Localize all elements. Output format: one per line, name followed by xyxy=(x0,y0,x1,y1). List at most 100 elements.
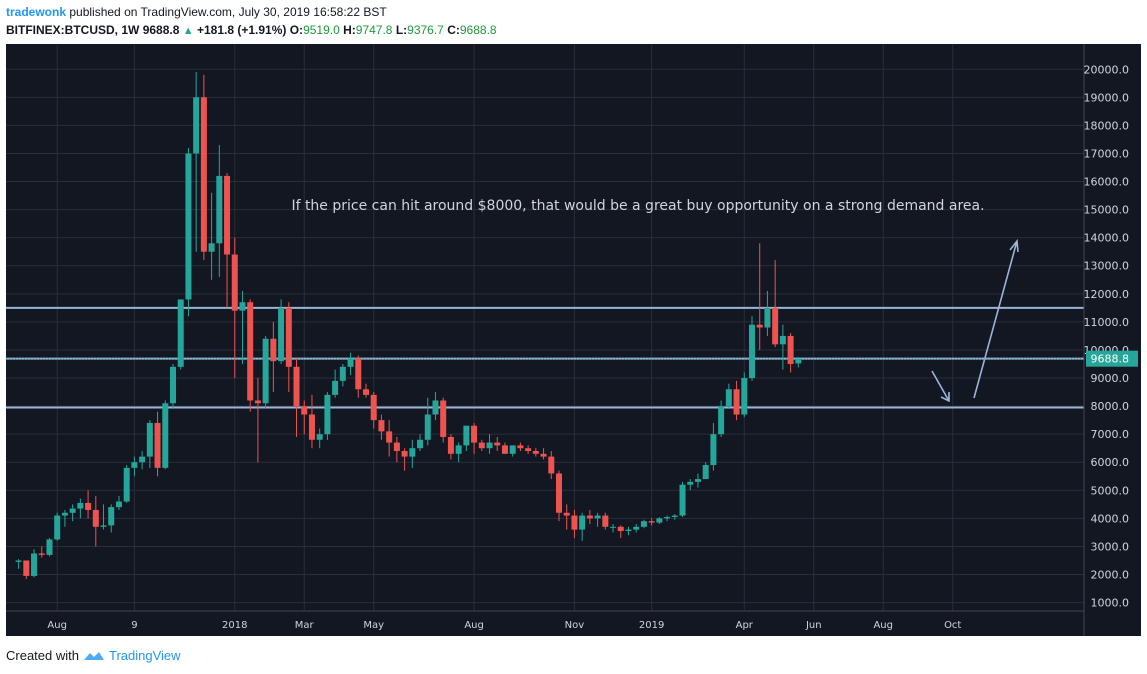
candle xyxy=(224,173,231,308)
candle xyxy=(61,509,68,527)
candle xyxy=(401,448,408,471)
candle xyxy=(471,422,478,454)
y-tick-label: 17000.0 xyxy=(1084,147,1130,160)
candle-body xyxy=(409,448,416,457)
candle xyxy=(15,559,22,569)
candle-body xyxy=(370,394,377,421)
candle-body xyxy=(393,442,400,452)
y-tick-label: 2000.0 xyxy=(1091,569,1130,582)
x-tick-label: Oct xyxy=(944,620,961,631)
candle xyxy=(231,237,238,379)
candle xyxy=(548,451,555,480)
candle xyxy=(115,495,122,510)
price-axis[interactable] xyxy=(1084,44,1141,636)
candle xyxy=(563,504,570,530)
candle xyxy=(749,316,755,381)
candle xyxy=(648,518,655,526)
candle-body xyxy=(772,307,779,345)
candle xyxy=(177,299,184,370)
published-text: published on TradingView.com, July 30, 2… xyxy=(69,5,387,19)
y-tick-label: 4000.0 xyxy=(1091,512,1130,525)
candle xyxy=(679,481,686,517)
candle-body xyxy=(31,553,38,576)
candle xyxy=(540,448,547,460)
y-tick-label: 11000.0 xyxy=(1084,316,1130,329)
candle-body xyxy=(23,560,30,576)
candle-body xyxy=(162,403,169,468)
candle-body xyxy=(239,302,246,311)
last-price: 9688.8 xyxy=(142,23,180,37)
candle xyxy=(779,324,786,370)
y-tick-label: 18000.0 xyxy=(1084,119,1130,132)
candle-body xyxy=(185,153,192,300)
candle xyxy=(725,383,732,409)
open-value: 9519.0 xyxy=(303,23,340,37)
x-axis-labels: Aug 9 2018 Mar May Aug Nov 2019 Apr Jun Aug Oct xyxy=(47,620,961,631)
candle xyxy=(239,291,246,364)
candle-body xyxy=(664,516,671,519)
candle xyxy=(640,519,647,529)
candle-body xyxy=(293,366,300,407)
candle xyxy=(185,147,192,317)
candle-body xyxy=(193,97,200,154)
candle xyxy=(154,411,161,477)
candle xyxy=(517,442,524,452)
candle-body xyxy=(725,389,732,407)
candle xyxy=(525,445,532,454)
candle-body xyxy=(363,389,369,395)
candle xyxy=(170,363,176,409)
candle xyxy=(710,422,717,471)
candle xyxy=(270,321,277,393)
candle xyxy=(308,394,315,449)
candle-body xyxy=(46,539,53,555)
candle xyxy=(787,333,794,373)
author-link[interactable]: tradewonk xyxy=(6,5,67,19)
candle xyxy=(85,490,92,519)
footer: Created with TradingView xyxy=(6,648,181,663)
candle xyxy=(633,523,640,533)
candle xyxy=(494,436,501,452)
y-tick-label: 1000.0 xyxy=(1091,597,1130,610)
candle xyxy=(617,525,624,539)
candle-body xyxy=(231,254,238,311)
last-price-marker: 9688.8 xyxy=(6,350,1138,367)
y-axis-labels: 1000.0 2000.0 3000.0 4000.0 5000.0 6000.0 7000… xyxy=(1084,63,1130,609)
candle-body xyxy=(177,299,184,367)
x-tick-label: Aug xyxy=(873,620,893,631)
candle xyxy=(324,392,331,440)
y-tick-label: 20000.0 xyxy=(1084,63,1130,76)
tradingview-brand[interactable]: TradingView xyxy=(108,648,181,663)
last-price-tag xyxy=(1086,350,1138,367)
candlestick-chart[interactable]: If the price can hit around $8000, that … xyxy=(6,44,1141,636)
candle xyxy=(417,434,424,452)
chart-annotation: If the price can hit around $8000, that … xyxy=(291,198,984,214)
candle xyxy=(69,504,76,522)
candle-body xyxy=(756,324,763,328)
candle-body xyxy=(247,302,254,401)
candle-body xyxy=(501,445,508,454)
candle-body xyxy=(563,512,570,516)
candle-body xyxy=(455,445,462,454)
candle xyxy=(756,243,763,350)
candle-body xyxy=(787,335,794,364)
candle-body xyxy=(548,456,555,474)
candle xyxy=(532,448,539,457)
candle xyxy=(447,434,454,460)
price-change: +181.8 (+1.91%) xyxy=(196,23,287,37)
candle-body xyxy=(656,518,663,523)
x-tick-label: Apr xyxy=(736,620,754,631)
candle-body xyxy=(625,529,632,532)
candle-body xyxy=(115,501,122,508)
candle-body xyxy=(332,380,339,395)
open-label: O: xyxy=(289,23,304,37)
candle xyxy=(77,498,84,519)
down-arrow xyxy=(931,370,950,403)
y-tick-label: 12000.0 xyxy=(1084,288,1130,301)
close-value: 9688.8 xyxy=(459,23,497,37)
candle xyxy=(347,352,354,376)
candle xyxy=(216,145,223,277)
candle xyxy=(463,425,470,452)
candle-body xyxy=(139,456,146,463)
candle xyxy=(386,420,393,457)
candle-body xyxy=(733,389,740,415)
